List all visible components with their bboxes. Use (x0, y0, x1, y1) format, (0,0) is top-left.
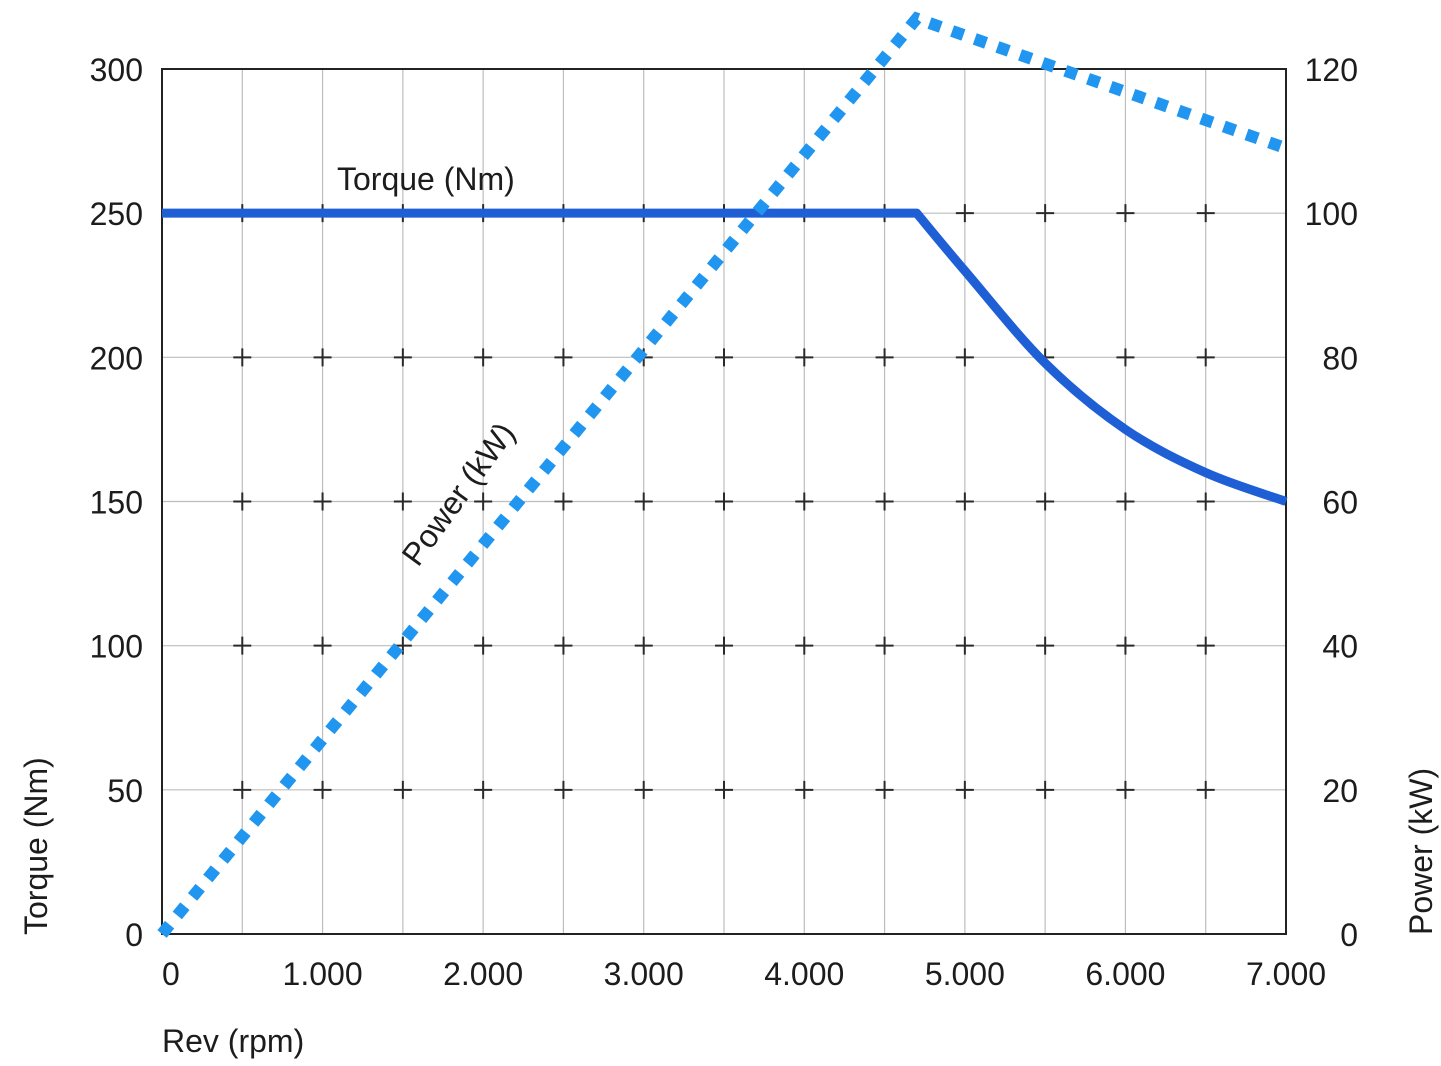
y-left-tick-label: 250 (90, 196, 143, 232)
grid-cross-marker (313, 780, 332, 799)
grid-cross-marker (1036, 780, 1055, 799)
grid-cross-marker (554, 780, 573, 799)
y-left-tick-label: 0 (125, 917, 143, 953)
grid-cross-marker (875, 636, 894, 655)
grid-cross-marker (233, 636, 252, 655)
grid-cross-marker (313, 492, 332, 511)
grid-cross-marker (1196, 348, 1215, 367)
grid-cross-marker (1036, 204, 1055, 223)
grid-cross-marker (715, 492, 733, 511)
grid-cross-marker (393, 780, 412, 799)
grid-cross-marker (233, 492, 252, 511)
y-left-tick-label: 100 (90, 629, 143, 665)
y-right-tick-label: 0 (1340, 917, 1358, 953)
x-tick-label: 2.000 (443, 956, 523, 992)
grid-cross-marker (715, 780, 733, 799)
grid-cross-marker (554, 636, 573, 655)
grid-cross-marker (715, 348, 733, 367)
y-right-tick-label: 120 (1305, 52, 1358, 88)
grid-cross-marker (955, 636, 974, 655)
y-right-tick-label: 40 (1322, 629, 1358, 665)
grid-cross-marker (554, 348, 573, 367)
grid-cross-marker (1196, 204, 1215, 223)
grid-cross-marker (795, 780, 814, 799)
grid-cross-marker (474, 636, 493, 655)
grid-cross-marker (1116, 780, 1135, 799)
grid-cross-marker (1196, 780, 1215, 799)
grid-cross-marker (634, 492, 653, 511)
grid-cross-marker (1116, 492, 1135, 511)
grid-cross-marker (634, 636, 653, 655)
grid-cross-marker (1116, 204, 1135, 223)
grid-cross-marker (1116, 636, 1135, 655)
grid-cross-marker (474, 348, 493, 367)
x-tick-label: 4.000 (764, 956, 844, 992)
grid-cross-marker (474, 492, 493, 511)
y-left-tick-label: 200 (90, 340, 143, 376)
torque-series-label: Torque (Nm) (337, 161, 515, 197)
y-right-tick-label: 80 (1322, 340, 1358, 376)
grid-cross-marker (955, 492, 974, 511)
series-layer (157, 11, 1288, 938)
grid-cross-marker (875, 780, 894, 799)
y-right-tick-label: 20 (1322, 773, 1358, 809)
grid-cross-marker (554, 492, 573, 511)
x-axis-title: Rev (rpm) (162, 1023, 304, 1059)
y-left-tick-label: 50 (107, 773, 143, 809)
ticks-layer: 0 1.000 2.000 3.000 4.000 5.000 6.000 7.000 0 50 1… (90, 52, 1358, 992)
grid-cross-marker (875, 348, 894, 367)
grid (162, 69, 1286, 934)
grid-cross-marker (313, 636, 332, 655)
grid-cross-marker (795, 636, 814, 655)
grid-cross-marker (1196, 636, 1215, 655)
grid-cross-marker (1116, 348, 1135, 367)
grid-cross-marker (1196, 492, 1215, 511)
x-tick-label: 7.000 (1246, 956, 1326, 992)
grid-cross-marker (233, 348, 252, 367)
y-right-tick-label: 60 (1322, 485, 1358, 521)
grid-cross-marker (1036, 492, 1055, 511)
grid-cross-marker (1036, 636, 1055, 655)
grid-cross-marker (634, 780, 653, 799)
y-right-tick-label: 100 (1305, 196, 1358, 232)
grid-cross-marker (313, 348, 332, 367)
x-tick-label: 5.000 (925, 956, 1005, 992)
y-left-tick-label: 150 (90, 485, 143, 521)
grid-cross-marker (715, 636, 733, 655)
grid-cross-marker (955, 204, 974, 223)
x-tick-label: 1.000 (283, 956, 363, 992)
y-left-tick-label: 300 (90, 52, 143, 88)
grid-cross-marker (474, 780, 493, 799)
grid-cross-marker (955, 348, 974, 367)
y-left-axis-title: Torque (Nm) (18, 757, 54, 935)
power-series-line (157, 11, 1288, 938)
grid-cross-marker (393, 492, 412, 511)
grid-cross-marker (795, 492, 814, 511)
grid-cross-marker (955, 780, 974, 799)
torque-series-line (162, 208, 1288, 506)
x-tick-label: 0 (162, 956, 180, 992)
grid-cross-marker (795, 348, 814, 367)
grid-cross-marker (393, 348, 412, 367)
power-series-label: Power (kW) (395, 416, 522, 572)
y-right-axis-title: Power (kW) (1403, 768, 1439, 935)
grid-cross-marker (233, 780, 252, 799)
x-tick-label: 3.000 (604, 956, 684, 992)
grid-cross-marker (875, 492, 894, 511)
x-tick-label: 6.000 (1085, 956, 1165, 992)
